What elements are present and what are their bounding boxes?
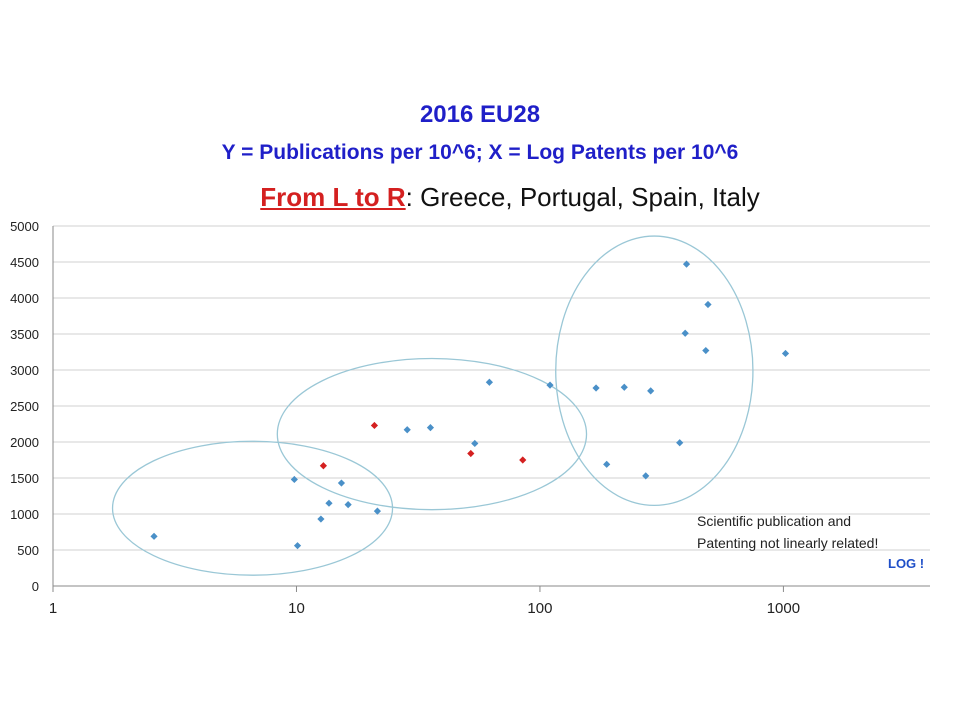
chart-subtitle: Y = Publications per 10^6; X = Log Paten… bbox=[221, 141, 739, 164]
data-point bbox=[592, 384, 600, 392]
y-tick-label: 5000 bbox=[10, 219, 39, 234]
y-tick-label: 2000 bbox=[10, 435, 39, 450]
data-point bbox=[546, 381, 554, 389]
y-tick-label: 500 bbox=[17, 543, 39, 558]
data-point bbox=[150, 532, 158, 540]
country-order-note: From L to R: Greece, Portugal, Spain, It… bbox=[0, 182, 960, 213]
data-point bbox=[681, 329, 689, 337]
data-point bbox=[642, 472, 650, 480]
data-point bbox=[620, 383, 628, 391]
data-point bbox=[647, 387, 655, 395]
x-tick-label: 100 bbox=[527, 600, 552, 617]
y-tick-label: 1500 bbox=[10, 471, 39, 486]
data-point bbox=[426, 424, 435, 432]
data-point bbox=[373, 507, 382, 515]
data-point bbox=[781, 349, 790, 358]
data-point bbox=[293, 542, 302, 550]
data-point bbox=[317, 515, 325, 523]
y-tick-label: 4500 bbox=[10, 255, 39, 270]
y-tick-label: 3500 bbox=[10, 327, 39, 342]
y-tick-label: 1000 bbox=[10, 507, 39, 522]
data-point bbox=[676, 439, 684, 447]
cluster-ellipse bbox=[111, 440, 394, 576]
data-point bbox=[344, 501, 352, 509]
x-tick-label: 1 bbox=[49, 600, 57, 617]
data-point bbox=[702, 346, 710, 355]
data-point bbox=[682, 260, 691, 268]
data-point bbox=[319, 462, 327, 470]
x-tick-label: 10 bbox=[288, 600, 305, 617]
annotation-log: LOG ! bbox=[888, 556, 925, 571]
y-tick-label: 3000 bbox=[10, 363, 39, 378]
y-tick-label: 4000 bbox=[10, 291, 39, 306]
data-point bbox=[603, 460, 611, 468]
data-point bbox=[519, 456, 527, 464]
data-point bbox=[403, 426, 411, 434]
data-point bbox=[370, 421, 379, 430]
x-tick-label: 1000 bbox=[767, 600, 800, 617]
y-tick-label: 2500 bbox=[10, 399, 39, 414]
annotation-line-1: Scientific publication and bbox=[697, 513, 852, 529]
y-tick-label: 0 bbox=[32, 579, 39, 594]
data-point bbox=[467, 449, 475, 458]
data-point bbox=[290, 475, 298, 484]
data-point bbox=[704, 300, 712, 309]
data-point bbox=[325, 499, 333, 507]
chart-title: 2016 EU28 bbox=[419, 101, 541, 128]
cluster-ellipse bbox=[555, 235, 754, 507]
data-point bbox=[485, 378, 493, 386]
country-order-list: : Greece, Portugal, Spain, Italy bbox=[405, 182, 760, 212]
cluster-ellipse bbox=[276, 357, 588, 511]
data-point bbox=[471, 439, 479, 448]
annotation-line-2: Patenting not linearly related! bbox=[697, 535, 879, 551]
country-order-lead: From L to R bbox=[260, 182, 406, 212]
data-point bbox=[337, 479, 346, 487]
